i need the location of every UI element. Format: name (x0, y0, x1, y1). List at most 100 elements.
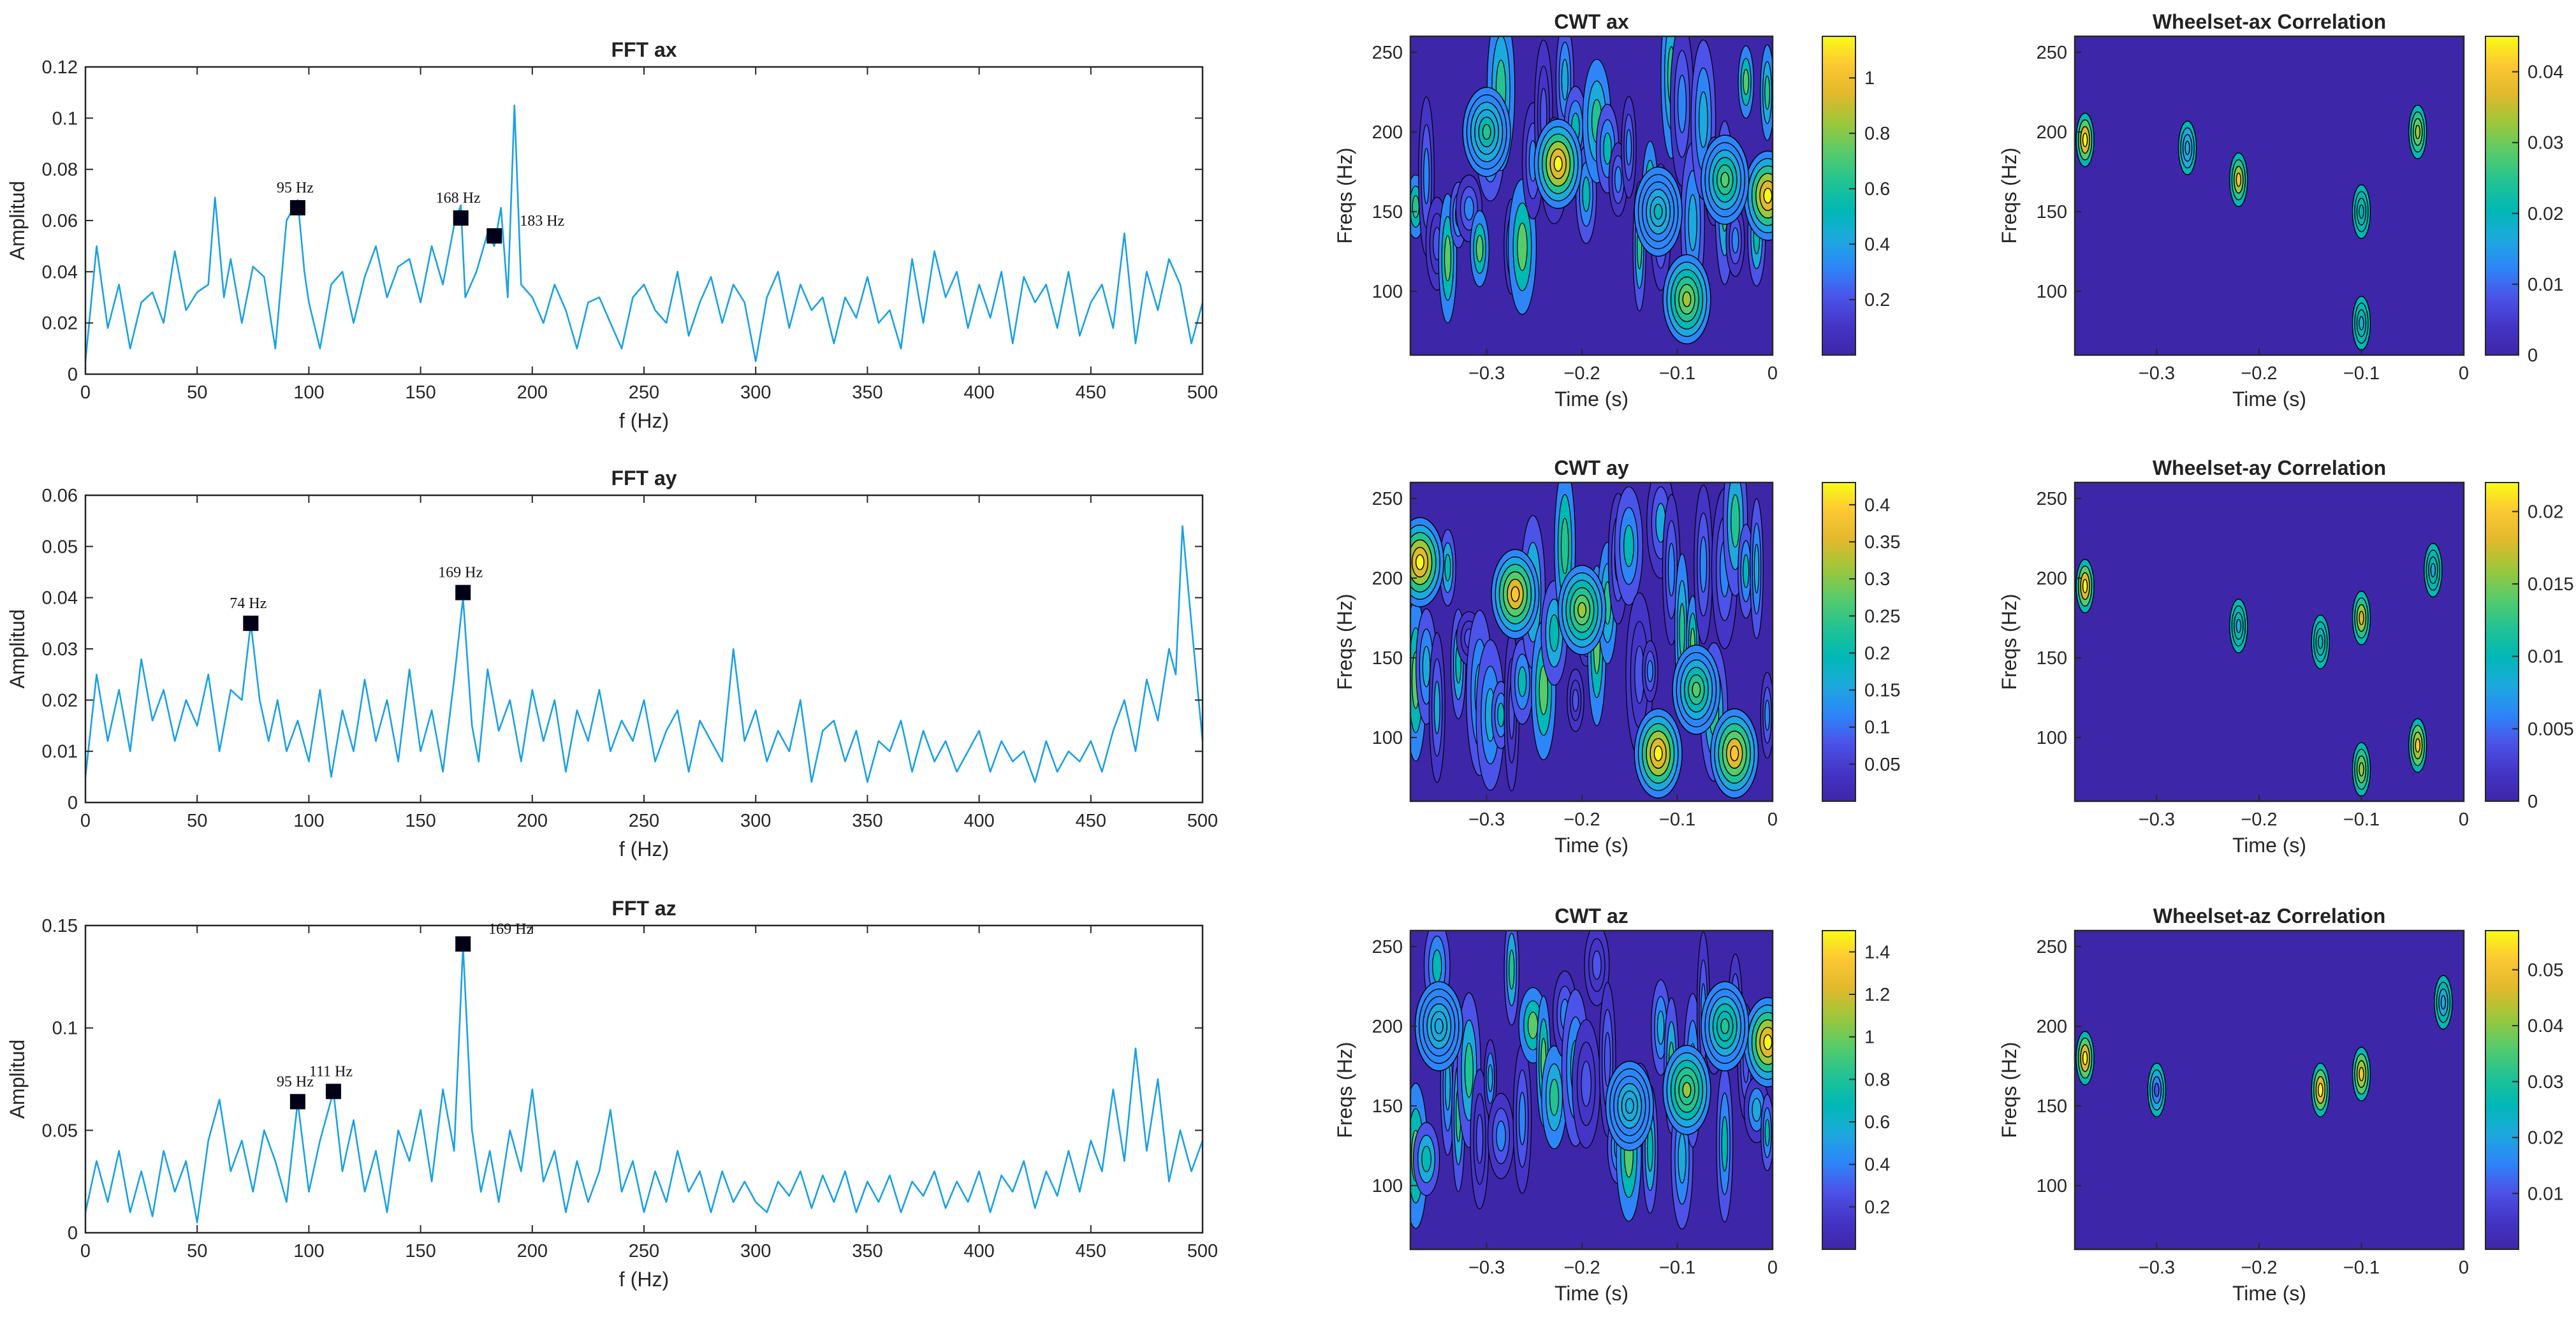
contour-band (1422, 646, 1431, 688)
x-tick-label: −0.3 (2139, 810, 2175, 830)
y-tick-label: 150 (1372, 648, 1403, 669)
contour-band (1752, 1098, 1762, 1122)
contour-hotspot (1416, 554, 1424, 570)
contour-band (1549, 614, 1560, 652)
contour-field (2075, 931, 2464, 1249)
contour-hotspot (1763, 1034, 1773, 1050)
contour-hotspot (1482, 124, 1491, 140)
colorbar-tick-label: 0.8 (1864, 1070, 1890, 1090)
y-tick-label: 100 (2037, 728, 2067, 748)
contour-band (1560, 518, 1569, 574)
x-tick-label: −0.1 (1659, 1258, 1695, 1278)
colorbar: 0 0.005 0.01 0.015 0.02 (2485, 482, 2574, 812)
x-tick-label: −0.2 (1563, 810, 1600, 830)
axes-frame (2074, 929, 2465, 1251)
y-tick-label: 150 (2037, 202, 2067, 222)
contour-band (1699, 536, 1708, 593)
peak-marker (487, 228, 502, 244)
x-tick-label: 450 (1076, 1241, 1106, 1261)
colorbar-gradient (2485, 930, 2519, 1250)
y-tick-label: 0.03 (42, 639, 78, 660)
y-tick-label: 250 (2037, 43, 2067, 63)
contour-band (1423, 148, 1430, 205)
contour-band (1603, 133, 1612, 165)
x-axis-label: f (Hz) (619, 838, 669, 861)
x-tick-label: 50 (187, 1241, 207, 1261)
contour-hotspot (2154, 1082, 2160, 1098)
x-tick-label: −0.2 (1563, 363, 1600, 384)
colorbar-tick-label: 0.02 (2528, 204, 2563, 224)
colorbar-tick-label: 0.04 (2528, 1016, 2563, 1036)
axes-frame (2074, 481, 2465, 802)
cwt-az-chart: −0.3 −0.2 −0.1 0 100 150 200 250 CWT az Time (s) F… (1333, 904, 1890, 1305)
contour-band (1753, 544, 1760, 594)
y-tick-label: 0.06 (42, 211, 78, 231)
plot-area (85, 495, 1203, 802)
x-tick-label: 0 (80, 1241, 91, 1261)
colorbar-tick-label: 1 (1864, 1028, 1875, 1048)
y-tick-label: 0.05 (42, 537, 78, 557)
y-axis-label: Freqs (Hz) (1998, 147, 2021, 243)
colorbar-tick-label: 0.01 (2528, 275, 2563, 295)
y-tick-label: 0.06 (42, 486, 78, 506)
contour-hotspot (2359, 204, 2364, 219)
contour-band (1444, 235, 1452, 282)
contour-hotspot (2440, 995, 2447, 1010)
contour-hotspot (2184, 140, 2190, 156)
contour-band (1549, 1078, 1560, 1116)
y-tick-label: 0.15 (42, 916, 78, 936)
colorbar-tick-label: 0.35 (1864, 532, 1900, 553)
y-tick-label: 0.04 (42, 588, 78, 609)
colorbar-tick-label: 0.05 (2528, 960, 2563, 980)
x-tick-label: 500 (1187, 382, 1218, 403)
contour-hotspot (1653, 203, 1663, 220)
colorbar-gradient (2485, 36, 2519, 356)
contour-band (1572, 689, 1579, 712)
x-tick-label: 0 (1767, 1258, 1778, 1278)
chart-title: Wheelset-ax Correlation (2153, 10, 2386, 33)
contour-band (1581, 1061, 1592, 1107)
contour-band (1444, 553, 1451, 582)
contour-band (1518, 1092, 1526, 1145)
contour-band (1731, 227, 1739, 254)
x-axis-label: f (Hz) (619, 409, 669, 432)
peak-label: 169 Hz (438, 565, 483, 581)
y-axis-label: Freqs (Hz) (1333, 593, 1356, 690)
contour-band (1582, 177, 1590, 212)
contour-hotspot (2359, 1066, 2364, 1082)
x-tick-label: −0.1 (2343, 363, 2380, 384)
y-tick-label: 100 (2037, 282, 2067, 302)
colorbar-tick-label: 0.1 (1864, 718, 1890, 738)
contour-field (1410, 36, 1773, 355)
x-tick-label: −0.2 (2241, 810, 2277, 830)
x-axis-label: Time (s) (2232, 388, 2306, 410)
colorbar-tick-label: 0.2 (1864, 290, 1890, 310)
x-tick-label: 100 (293, 1241, 324, 1261)
spectrum-line (84, 945, 1204, 1224)
axes-frame (1409, 481, 1774, 802)
colorbar-tick-label: 1.4 (1864, 942, 1890, 962)
colorbar-tick-label: 0.02 (2528, 502, 2563, 522)
x-tick-label: 0 (2459, 363, 2469, 384)
colorbar-tick-label: 0.015 (2528, 574, 2574, 595)
x-tick-label: 50 (187, 811, 207, 831)
contour-hotspot (1553, 156, 1563, 172)
x-tick-label: 450 (1076, 382, 1106, 403)
x-tick-label: −0.1 (1659, 363, 1695, 384)
contour-band (1721, 1115, 1728, 1172)
colorbar-tick-label: 0.6 (1864, 179, 1890, 200)
x-tick-label: −0.2 (2241, 363, 2277, 384)
contour-hotspot (2415, 124, 2420, 140)
x-tick-label: 250 (629, 811, 659, 831)
x-tick-label: −0.1 (1659, 810, 1695, 830)
peak-marker (455, 936, 471, 952)
colorbar-tick-label: 0.03 (2528, 1072, 2563, 1093)
contour-band (1464, 1042, 1474, 1098)
contour-band (1496, 1121, 1506, 1152)
colorbar-tick-label: 0.6 (1864, 1112, 1890, 1133)
y-axis-label: Amplitud (6, 609, 29, 689)
y-tick-label: 0.12 (42, 57, 78, 78)
contour-band (1412, 195, 1420, 219)
contour-band (1679, 603, 1685, 658)
y-tick-label: 0.08 (42, 160, 78, 180)
